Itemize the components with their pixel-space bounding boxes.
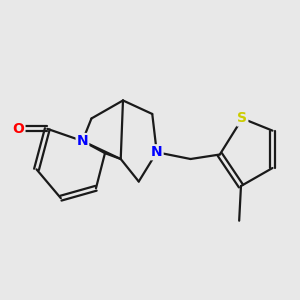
Text: S: S xyxy=(237,112,247,125)
Text: N: N xyxy=(151,145,163,159)
Text: O: O xyxy=(13,122,24,136)
Text: N: N xyxy=(76,134,88,148)
